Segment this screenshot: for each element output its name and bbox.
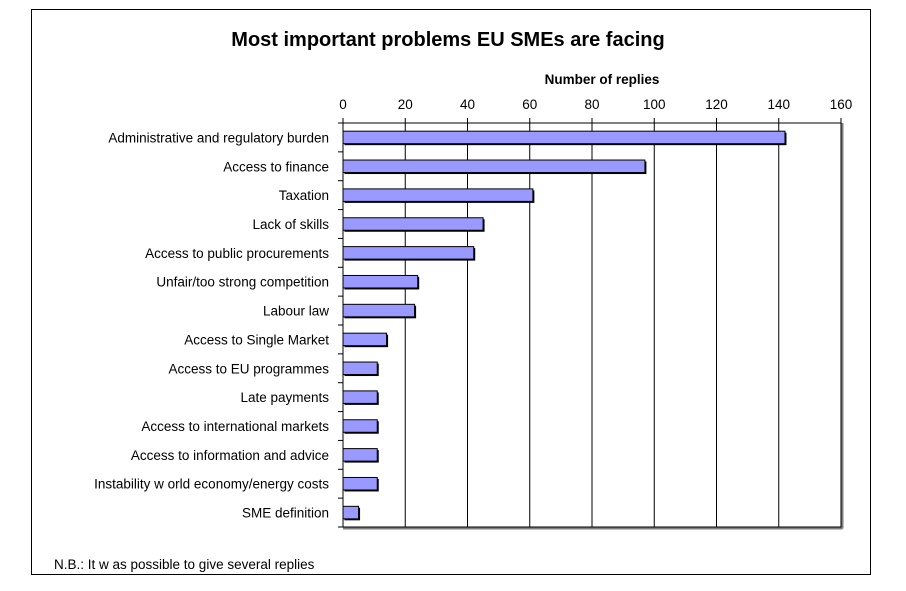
bar [342,159,646,174]
bar [342,303,416,318]
bar [342,274,419,289]
x-axis-label: Number of replies [545,72,660,87]
category-label: Administrative and regulatory burden [108,130,329,145]
x-tick-label: 20 [398,97,413,112]
category-label: Lack of skills [252,217,329,232]
category-label: Access to Single Market [184,332,329,347]
category-label: Access to finance [223,159,329,174]
category-label: Access to international markets [141,419,329,434]
x-tick-label: 120 [705,97,728,112]
category-label: Unfair/too strong competition [156,275,329,290]
chart-title: Most important problems EU SMEs are faci… [231,29,664,51]
bar [342,419,378,433]
category-label: Access to information and advice [131,448,329,463]
x-tick-label: 80 [584,97,599,112]
category-labels: Administrative and regulatory burden Acce… [94,130,329,520]
category-label: Taxation [279,188,329,203]
bar [342,361,378,376]
x-tick-label: 140 [767,97,790,112]
bar [342,448,378,462]
bars [342,130,787,521]
bar [342,246,475,260]
chart-frame [31,9,871,575]
bar [342,476,378,491]
category-label: Access to public procurements [145,246,329,261]
gridlines [338,118,844,530]
bar [342,188,534,202]
x-tick-labels: 0 20 40 60 80 100 120 140 160 [339,97,852,112]
bar [342,130,786,145]
category-label: Access to EU programmes [168,361,329,376]
bar [342,505,360,520]
category-label: Instability w orld economy/energy costs [94,477,329,492]
category-label: SME definition [242,506,329,521]
x-tick-label: 0 [339,97,347,112]
footnote: N.B.: It w as possible to give several r… [54,557,315,572]
bar [342,332,388,347]
bar [342,390,378,404]
bar [342,217,484,231]
x-tick-label: 40 [460,97,475,112]
x-tick-label: 160 [830,97,853,112]
category-label: Late payments [240,390,329,405]
x-tick-label: 60 [522,97,537,112]
category-label: Labour law [263,304,329,319]
x-tick-label: 100 [643,97,666,112]
